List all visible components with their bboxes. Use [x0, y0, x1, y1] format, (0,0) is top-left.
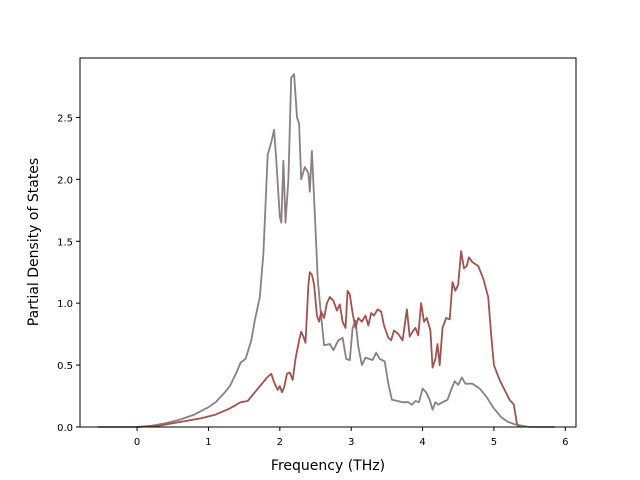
y-axis-ticks: 0.0 0.5 1.0 1.5 2.0 2.5 [57, 113, 80, 434]
series-line-1 [97, 73, 555, 428]
x-axis-ticks: 0 1 2 3 4 5 6 [134, 427, 568, 448]
x-tick-label: 5 [491, 437, 497, 448]
y-tick-label: 0.0 [57, 423, 73, 434]
series-layer [97, 73, 555, 428]
y-axis-label: Partial Density of States [26, 158, 42, 326]
x-tick-label: 6 [562, 437, 568, 448]
y-tick-label: 2.5 [57, 113, 73, 124]
plot-area [80, 58, 576, 427]
y-tick-label: 0.5 [57, 361, 73, 372]
y-tick-label: 1.0 [57, 299, 73, 310]
x-tick-label: 3 [348, 437, 354, 448]
x-tick-label: 0 [134, 437, 140, 448]
y-tick-label: 1.5 [57, 237, 73, 248]
x-axis-label: Frequency (THz) [271, 458, 385, 474]
y-tick-label: 2.0 [57, 175, 73, 186]
x-tick-label: 4 [419, 437, 425, 448]
x-tick-label: 2 [277, 437, 283, 448]
series-line-2 [137, 250, 520, 428]
x-tick-label: 1 [205, 437, 211, 448]
plot-frame [79, 57, 577, 428]
